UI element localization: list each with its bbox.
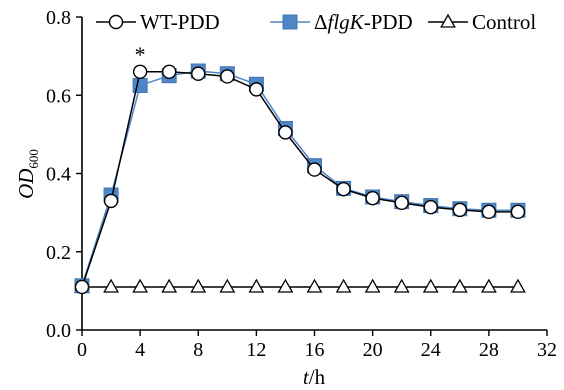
data-point xyxy=(452,202,468,218)
data-point xyxy=(394,195,409,211)
data-point xyxy=(249,82,264,97)
data-point xyxy=(451,278,468,293)
significance-asterisk: * xyxy=(135,42,146,67)
data-point xyxy=(278,125,293,140)
series-layer xyxy=(74,63,526,295)
legend-label: WT-PDD xyxy=(140,10,220,34)
data-point xyxy=(481,204,497,220)
data-point xyxy=(480,278,497,293)
y-tick-label: 0.4 xyxy=(46,164,71,186)
data-point xyxy=(306,278,323,293)
y-axis-title: OD600 xyxy=(14,149,41,199)
data-point xyxy=(190,278,207,293)
data-point xyxy=(307,162,322,177)
series-line xyxy=(81,71,518,288)
legend-label: ΔflgK-PDD xyxy=(314,10,413,34)
x-tick-label: 8 xyxy=(193,339,203,361)
data-point xyxy=(74,279,90,295)
legend-item: WT-PDD xyxy=(96,10,220,34)
data-point xyxy=(161,64,177,79)
legend-marker xyxy=(108,14,124,30)
legend-label: Control xyxy=(472,10,536,34)
data-point xyxy=(277,278,294,293)
data-point xyxy=(393,278,410,293)
x-tick-label: 32 xyxy=(537,339,557,361)
data-point xyxy=(510,278,526,293)
data-point xyxy=(191,66,206,81)
data-point xyxy=(248,278,265,293)
series-triangle xyxy=(74,278,526,293)
ticks: 0 4 8 12 16 20 24 28 32 0.0 0.2 0.4 0.6 0.8 xyxy=(46,7,557,361)
legend-item: ΔflgK-PDD xyxy=(270,10,413,34)
legend-marker xyxy=(440,13,456,28)
data-point xyxy=(132,64,148,79)
data-point xyxy=(422,278,439,293)
data-point xyxy=(132,278,149,293)
x-tick-label: 16 xyxy=(305,339,325,361)
x-tick-label: 28 xyxy=(479,339,499,361)
data-point xyxy=(336,181,351,197)
x-tick-label: 24 xyxy=(421,339,441,361)
data-point xyxy=(510,204,526,220)
data-point xyxy=(364,278,381,293)
series-circle xyxy=(74,64,526,295)
data-point xyxy=(220,69,235,84)
legend-marker xyxy=(282,14,298,30)
y-tick-label: 0.2 xyxy=(46,242,71,264)
x-tick-label: 20 xyxy=(363,339,383,361)
x-axis-title: t/h xyxy=(303,365,326,389)
y-tick-label: 0.0 xyxy=(46,320,71,342)
x-tick-label: 0 xyxy=(77,339,87,361)
annotations: * xyxy=(135,42,146,67)
series-square xyxy=(74,63,526,294)
legend-item: Control xyxy=(428,10,536,34)
data-point xyxy=(103,193,119,209)
series-line xyxy=(81,70,518,287)
data-point xyxy=(103,278,119,293)
data-point xyxy=(219,278,236,293)
y-tick-label: 0.6 xyxy=(46,85,71,107)
legend: WT-PDD ΔflgK-PDD Control xyxy=(96,10,536,34)
x-tick-label: 4 xyxy=(135,339,145,361)
data-point xyxy=(423,199,438,215)
data-point xyxy=(161,278,178,293)
data-point xyxy=(365,190,380,206)
y-tick-label: 0.8 xyxy=(46,7,71,29)
x-tick-label: 12 xyxy=(246,339,266,361)
data-point xyxy=(335,278,352,293)
